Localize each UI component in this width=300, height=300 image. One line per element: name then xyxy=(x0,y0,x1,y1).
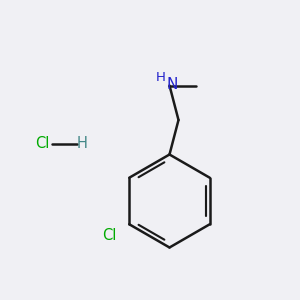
Text: Cl: Cl xyxy=(35,136,49,152)
Text: H: H xyxy=(156,70,166,84)
Text: N: N xyxy=(166,77,178,92)
Text: Cl: Cl xyxy=(102,228,117,243)
Text: H: H xyxy=(77,136,88,152)
